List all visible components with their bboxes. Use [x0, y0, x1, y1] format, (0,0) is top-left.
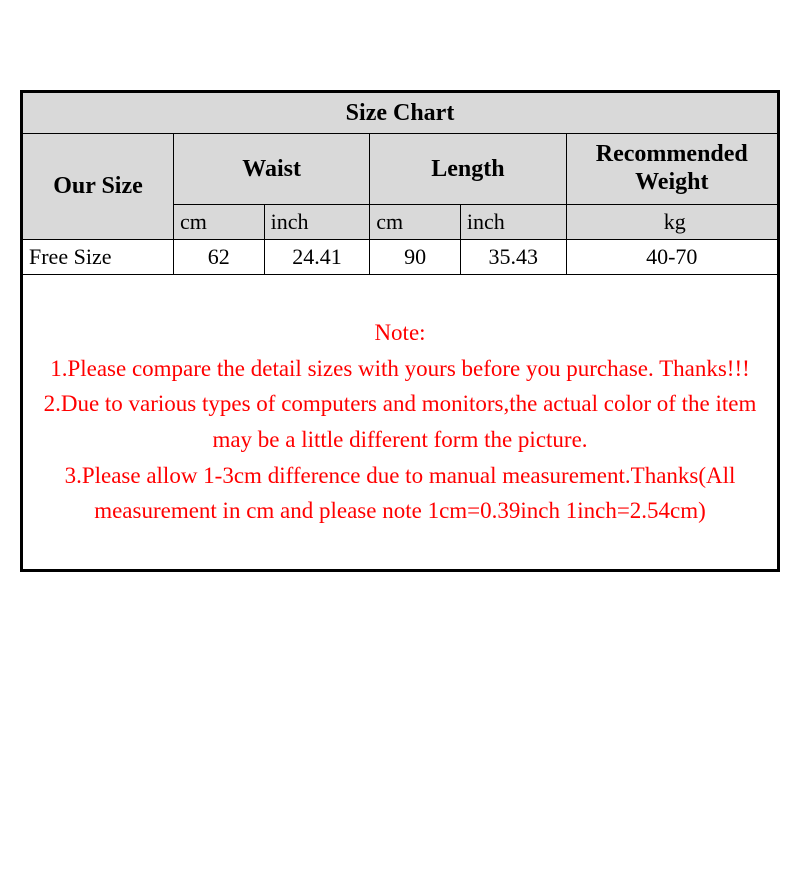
note-line-3: 3.Please allow 1-3cm difference due to m… [41, 458, 759, 529]
col-waist: Waist [174, 134, 370, 205]
cell-size: Free Size [23, 240, 174, 275]
cell-waist-inch: 24.41 [264, 240, 370, 275]
note-line-2: 2.Due to various types of computers and … [41, 386, 759, 457]
sub-length-cm: cm [370, 205, 461, 240]
table-title: Size Chart [23, 93, 778, 134]
sub-waist-inch: inch [264, 205, 370, 240]
cell-length-inch: 35.43 [460, 240, 566, 275]
note-line-1: 1.Please compare the detail sizes with y… [41, 351, 759, 387]
cell-weight-kg: 40-70 [566, 240, 777, 275]
table-title-row: Size Chart [23, 93, 778, 134]
size-chart-table: Size Chart Our Size Waist Length Recomme… [22, 92, 778, 570]
table-row: Free Size 62 24.41 90 35.43 40-70 [23, 240, 778, 275]
table-header-row: Our Size Waist Length Recommended Weight [23, 134, 778, 205]
size-chart-container: Size Chart Our Size Waist Length Recomme… [20, 90, 780, 572]
note-heading: Note: [41, 315, 759, 351]
sub-weight-kg: kg [566, 205, 777, 240]
note-row: Note: 1.Please compare the detail sizes … [23, 275, 778, 570]
cell-waist-cm: 62 [174, 240, 265, 275]
col-length: Length [370, 134, 566, 205]
sub-length-inch: inch [460, 205, 566, 240]
note-text: Note: 1.Please compare the detail sizes … [41, 315, 759, 529]
cell-length-cm: 90 [370, 240, 461, 275]
col-weight: Recommended Weight [566, 134, 777, 205]
sub-waist-cm: cm [174, 205, 265, 240]
col-our-size: Our Size [23, 134, 174, 240]
note-cell: Note: 1.Please compare the detail sizes … [23, 275, 778, 570]
